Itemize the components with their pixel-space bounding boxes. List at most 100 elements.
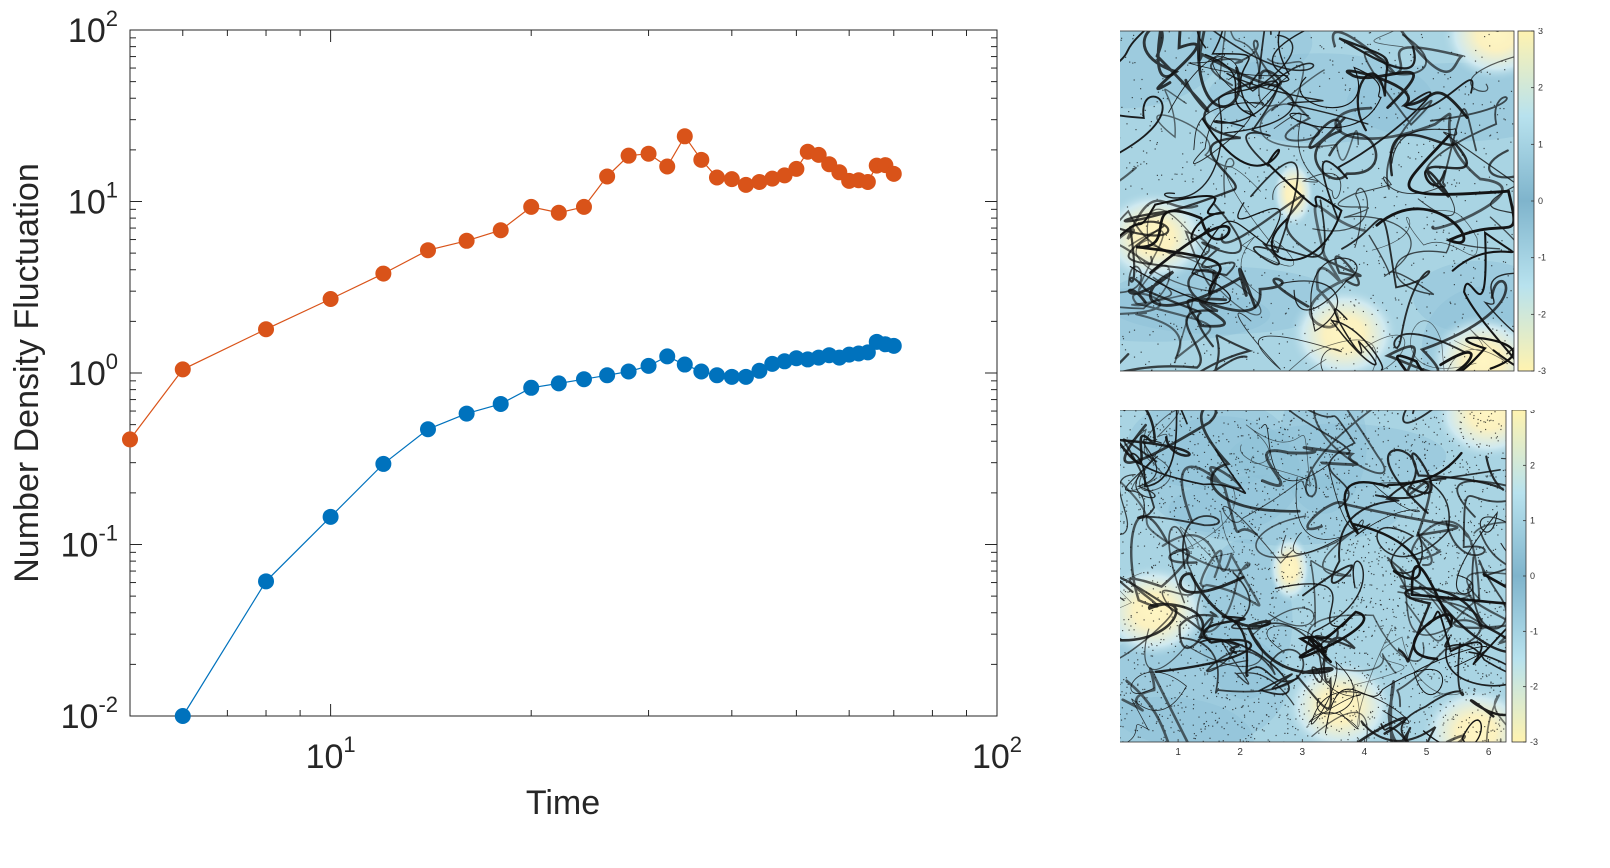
particle [1393,205,1395,207]
particle [1405,516,1407,518]
particle [1312,478,1314,480]
particle [1254,535,1256,537]
particle [1382,574,1384,576]
particle [1454,484,1456,486]
particle [1171,705,1173,707]
particle [1156,143,1158,145]
particle [1365,60,1367,63]
particle [1256,643,1258,645]
particle [1414,494,1416,496]
particle [1331,483,1333,485]
particle [1157,316,1159,318]
particle [1315,486,1317,488]
particle [1387,560,1389,562]
particle [1486,591,1488,594]
particle [1349,89,1351,91]
particle [1323,48,1325,50]
particle [1187,471,1189,473]
particle [1473,689,1475,691]
particle [1273,48,1275,50]
particle [1490,672,1492,674]
particle [1489,603,1491,605]
particle [1501,528,1503,530]
particle [1436,434,1438,436]
particle [1215,53,1218,55]
particle [1125,677,1127,679]
particle [1376,351,1378,353]
particle [1272,639,1274,641]
particle [1490,484,1492,486]
vortex-core [1421,685,1506,742]
particle [1490,101,1492,103]
particle [1129,162,1131,164]
particle [1450,634,1452,636]
particle [1393,347,1395,349]
particle [1161,715,1163,717]
particle [1231,512,1233,515]
particle [1186,616,1188,618]
particle [1465,86,1467,88]
particle [1313,255,1315,257]
particle [1266,632,1268,634]
particle [1510,141,1512,143]
particle [1281,575,1283,578]
particle [1199,213,1202,215]
particle [1196,219,1198,221]
particle [1241,461,1243,463]
particle [1151,369,1153,371]
particle [1130,490,1132,492]
particle [1313,309,1315,311]
particle [1360,602,1362,604]
particle [1402,586,1404,588]
particle [1298,434,1300,436]
particle [1197,665,1199,667]
particle [1222,675,1224,677]
particle [1501,361,1503,363]
particle [1193,704,1195,706]
particle [1362,532,1364,534]
particle [1173,255,1175,257]
particle [1427,362,1429,364]
colorbar-tick-label: 1 [1530,516,1535,526]
particle [1429,525,1431,527]
particle [1210,354,1212,356]
particle [1492,729,1494,731]
particle [1371,657,1373,659]
particle [1337,447,1339,449]
particle [1476,653,1478,655]
particle [1214,517,1216,519]
particle [1126,453,1129,455]
particle [1477,233,1479,235]
particle [1327,496,1329,498]
particle [1490,452,1493,454]
particle [1501,311,1503,313]
particle [1232,709,1234,711]
particle [1366,486,1368,488]
particle [1463,246,1466,249]
particle [1265,578,1267,580]
particle [1202,141,1204,144]
particle-filament [1321,79,1474,220]
particle [1358,189,1360,191]
particle [1393,510,1395,512]
particle [1157,535,1159,537]
particle [1228,342,1230,344]
particle [1449,701,1451,703]
particle [1340,739,1342,741]
particle [1395,634,1397,636]
particle [1174,173,1176,175]
particle-filament [1424,610,1506,666]
particle [1370,106,1372,108]
particle [1433,721,1435,723]
particle [1414,546,1416,548]
particle [1198,716,1200,718]
particle [1324,551,1326,553]
particle [1237,424,1239,426]
particle [1298,709,1300,711]
particle [1402,324,1404,326]
particle [1226,78,1228,80]
particle [1206,638,1208,640]
particle [1329,456,1332,458]
particle [1406,637,1409,639]
particle [1380,67,1382,69]
